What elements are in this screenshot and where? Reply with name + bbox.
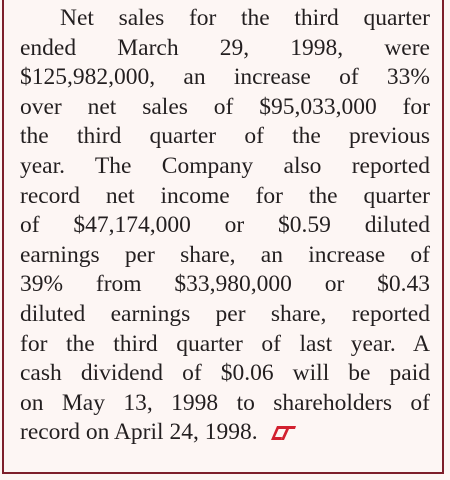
text-line: Net sales for the third quarter bbox=[20, 4, 430, 34]
text-line: record net income for the quarter bbox=[20, 182, 430, 212]
logo-shape bbox=[270, 426, 296, 441]
line-text: on May 13, 1998 to shareholders of bbox=[20, 389, 430, 416]
line-text: earnings per share, an increase of bbox=[20, 241, 430, 268]
text-line: diluted earnings per share, reported bbox=[20, 300, 430, 330]
text-line: of $47,174,000 or $0.59 diluted bbox=[20, 211, 430, 241]
text-line: the third quarter of the previous bbox=[20, 122, 430, 152]
line-text: over net sales of $95,033,000 for bbox=[20, 93, 430, 120]
company-logo bbox=[270, 426, 296, 441]
line-text: record on April 24, 1998. bbox=[20, 419, 258, 446]
paragraph: Net sales for the third quarter ended Mar… bbox=[20, 4, 430, 448]
line-text: diluted earnings per share, reported bbox=[20, 300, 430, 327]
line-text: ended March 29, 1998, were bbox=[20, 34, 430, 61]
line-text: cash dividend of $0.06 will be paid bbox=[20, 360, 430, 387]
text-line: over net sales of $95,033,000 for bbox=[20, 93, 430, 123]
text-line: for the third quarter of last year. A bbox=[20, 330, 430, 360]
text-line: $125,982,000, an increase of 33% bbox=[20, 63, 430, 93]
line-text: the third quarter of the previous bbox=[20, 123, 430, 150]
line-text: Net sales for the third quarter bbox=[60, 5, 430, 31]
text-line: record on April 24, 1998. bbox=[20, 418, 430, 448]
text-line: ended March 29, 1998, were bbox=[20, 34, 430, 64]
text-line: on May 13, 1998 to shareholders of bbox=[20, 389, 430, 419]
text-box: Net sales for the third quarter ended Mar… bbox=[2, 0, 444, 474]
text-line: earnings per share, an increase of bbox=[20, 241, 430, 271]
line-text: $125,982,000, an increase of 33% bbox=[20, 64, 430, 91]
line-text: of $47,174,000 or $0.59 diluted bbox=[20, 212, 430, 239]
line-text: year. The Company also reported bbox=[20, 152, 430, 179]
line-text: record net income for the quarter bbox=[20, 182, 430, 209]
line-text: for the third quarter of last year. A bbox=[20, 330, 430, 357]
line-text: 39% from $33,980,000 or $0.43 bbox=[20, 271, 430, 298]
text-line: year. The Company also reported bbox=[20, 152, 430, 182]
text-line: cash dividend of $0.06 will be paid bbox=[20, 359, 430, 389]
text-line: 39% from $33,980,000 or $0.43 bbox=[20, 270, 430, 300]
